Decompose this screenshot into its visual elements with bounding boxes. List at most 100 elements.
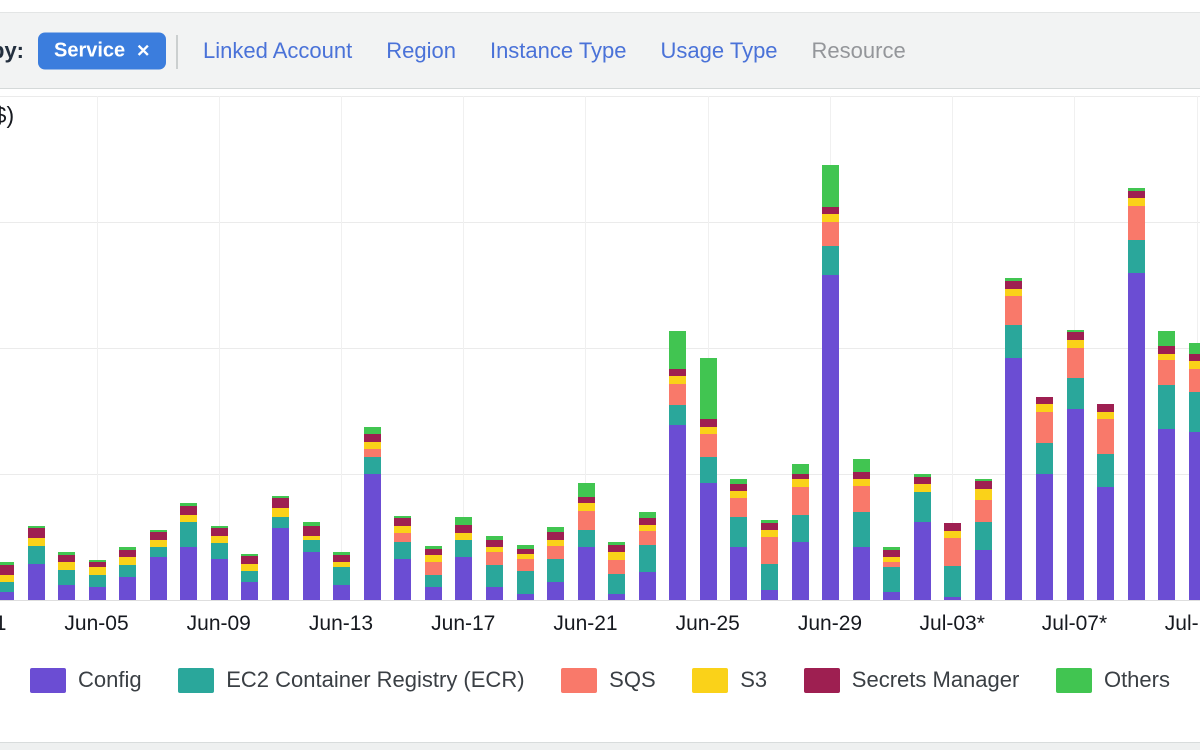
bar-segment-secrets-manager-jun-20[interactable]: [547, 532, 564, 540]
bar-segment-secrets-manager-jul-07[interactable]: [1067, 332, 1084, 340]
bar-segment-s3-jun-18[interactable]: [486, 547, 503, 552]
bar-segment-others-jun-05[interactable]: [89, 560, 106, 562]
legend-item-secrets-manager[interactable]: Secrets Manager: [803, 667, 1019, 693]
bar-segment-s3-jun-29[interactable]: [822, 214, 839, 222]
bar-segment-others-jul-01[interactable]: [883, 547, 900, 550]
bar-segment-ec2-container-registry-ecr--jul-03[interactable]: [944, 566, 961, 597]
bar-segment-s3-jun-06[interactable]: [119, 557, 136, 565]
tab-instance-type[interactable]: Instance Type: [489, 37, 627, 63]
bar-segment-config-jun-15[interactable]: [394, 559, 411, 600]
bar-segment-config-jul-09[interactable]: [1128, 273, 1145, 600]
bar-segment-sqs-jun-14[interactable]: [364, 449, 381, 457]
bar-segment-sqs-jul-03[interactable]: [944, 538, 961, 566]
bar-segment-config-jun-03[interactable]: [28, 564, 45, 600]
bar-segment-s3-jun-24[interactable]: [669, 376, 686, 384]
bar-segment-ec2-container-registry-ecr--jun-22[interactable]: [608, 574, 625, 594]
bar-segment-s3-jun-17[interactable]: [455, 533, 472, 540]
bar-segment-s3-jul-11[interactable]: [1189, 361, 1200, 369]
bar-segment-sqs-jul-04[interactable]: [975, 500, 992, 522]
legend-item-s3[interactable]: S3: [692, 667, 767, 693]
bar-segment-s3-jun-05[interactable]: [89, 567, 106, 575]
bar-segment-s3-jul-01[interactable]: [883, 557, 900, 562]
bar-segment-s3-jun-11[interactable]: [272, 508, 289, 517]
bar-segment-ec2-container-registry-ecr--jul-09[interactable]: [1128, 240, 1145, 273]
bar-segment-sqs-jun-25[interactable]: [700, 434, 717, 457]
bar-segment-secrets-manager-jul-06[interactable]: [1036, 397, 1053, 404]
bar-segment-secrets-manager-jun-04[interactable]: [58, 555, 75, 562]
bar-segment-config-jun-20[interactable]: [547, 582, 564, 600]
bar-segment-ec2-container-registry-ecr--jul-11[interactable]: [1189, 392, 1200, 432]
bar-segment-config-jun-09[interactable]: [211, 559, 228, 600]
bar-segment-config-jun-18[interactable]: [486, 587, 503, 600]
bar-segment-sqs-jul-07[interactable]: [1067, 348, 1084, 378]
bar-segment-s3-jun-09[interactable]: [211, 536, 228, 543]
bar-segment-config-jun-10[interactable]: [241, 582, 258, 600]
bar-segment-s3-jul-10[interactable]: [1158, 354, 1175, 360]
bar-segment-s3-jun-04[interactable]: [58, 562, 75, 570]
bar-segment-config-jul-10[interactable]: [1158, 429, 1175, 600]
bar-segment-s3-jun-12[interactable]: [303, 536, 320, 540]
tab-usage-type[interactable]: Usage Type: [660, 37, 778, 63]
bar-segment-others-jun-26[interactable]: [730, 479, 747, 484]
bar-segment-sqs-jul-10[interactable]: [1158, 360, 1175, 385]
bar-segment-ec2-container-registry-ecr--jun-29[interactable]: [822, 246, 839, 275]
bar-segment-secrets-manager-jul-10[interactable]: [1158, 346, 1175, 354]
bar-segment-secrets-manager-jun-28[interactable]: [792, 474, 809, 479]
bar-segment-s3-jun-26[interactable]: [730, 491, 747, 498]
bar-segment-others-jun-03[interactable]: [28, 526, 45, 528]
bar-segment-ec2-container-registry-ecr--jul-05[interactable]: [1005, 325, 1022, 358]
bar-segment-config-jul-07[interactable]: [1067, 409, 1084, 600]
bar-segment-secrets-manager-jun-07[interactable]: [150, 532, 167, 540]
bar-segment-s3-jul-03[interactable]: [944, 531, 961, 538]
bar-segment-others-jul-02[interactable]: [914, 474, 931, 477]
bar-segment-secrets-manager-jun-30[interactable]: [853, 472, 870, 479]
bar-segment-others-jun-28[interactable]: [792, 464, 809, 474]
legend-item-config[interactable]: Config: [30, 667, 142, 693]
bar-segment-s3-jun-20[interactable]: [547, 540, 564, 546]
bar-segment-ec2-container-registry-ecr--jun-20[interactable]: [547, 559, 564, 582]
bar-segment-ec2-container-registry-ecr--jun-17[interactable]: [455, 540, 472, 557]
bar-segment-sqs-jun-22[interactable]: [608, 560, 625, 574]
bar-segment-sqs-jun-26[interactable]: [730, 498, 747, 517]
bar-segment-sqs-jun-23[interactable]: [639, 531, 656, 545]
bar-segment-secrets-manager-jun-09[interactable]: [211, 528, 228, 536]
bar-segment-secrets-manager-jun-06[interactable]: [119, 550, 136, 557]
bar-segment-config-jun-14[interactable]: [364, 474, 381, 600]
legend-item-others[interactable]: Others: [1055, 667, 1170, 693]
bar-segment-config-jun-13[interactable]: [333, 585, 350, 600]
bar-segment-secrets-manager-jun-02[interactable]: [0, 565, 14, 575]
bar-segment-others-jun-30[interactable]: [853, 459, 870, 472]
bar-segment-ec2-container-registry-ecr--jun-26[interactable]: [730, 517, 747, 547]
bar-segment-others-jul-09[interactable]: [1128, 188, 1145, 191]
bar-segment-s3-jun-03[interactable]: [28, 538, 45, 546]
bar-segment-config-jun-22[interactable]: [608, 594, 625, 600]
bar-segment-others-jun-14[interactable]: [364, 427, 381, 434]
bar-segment-config-jun-21[interactable]: [578, 547, 595, 600]
bar-segment-s3-jul-04[interactable]: [975, 489, 992, 500]
bar-segment-ec2-container-registry-ecr--jun-06[interactable]: [119, 565, 136, 577]
bar-segment-secrets-manager-jun-21[interactable]: [578, 497, 595, 503]
bar-segment-secrets-manager-jun-16[interactable]: [425, 549, 442, 555]
bar-segment-ec2-container-registry-ecr--jun-23[interactable]: [639, 545, 656, 572]
bar-segment-secrets-manager-jun-26[interactable]: [730, 484, 747, 491]
bar-segment-ec2-container-registry-ecr--jun-30[interactable]: [853, 512, 870, 547]
bar-segment-config-jun-06[interactable]: [119, 577, 136, 600]
bar-segment-config-jun-05[interactable]: [89, 587, 106, 600]
bar-segment-sqs-jul-05[interactable]: [1005, 296, 1022, 325]
tab-linked-account[interactable]: Linked Account: [203, 37, 353, 63]
legend-item-ec2-container-registry-ecr-[interactable]: EC2 Container Registry (ECR): [178, 667, 525, 693]
bar-segment-config-jun-16[interactable]: [425, 587, 442, 600]
bar-segment-secrets-manager-jun-11[interactable]: [272, 498, 289, 508]
bar-segment-config-jul-03[interactable]: [944, 597, 961, 600]
bar-segment-config-jul-01[interactable]: [883, 592, 900, 600]
bar-segment-secrets-manager-jun-15[interactable]: [394, 518, 411, 526]
bar-segment-secrets-manager-jun-25[interactable]: [700, 419, 717, 427]
bar-segment-ec2-container-registry-ecr--jun-04[interactable]: [58, 570, 75, 585]
bar-segment-others-jul-10[interactable]: [1158, 331, 1175, 346]
bar-segment-config-jun-02[interactable]: [0, 592, 14, 600]
bar-segment-secrets-manager-jun-10[interactable]: [241, 556, 258, 564]
bar-segment-others-jun-13[interactable]: [333, 552, 350, 555]
bar-segment-ec2-container-registry-ecr--jun-10[interactable]: [241, 571, 258, 582]
bar-segment-ec2-container-registry-ecr--jun-25[interactable]: [700, 457, 717, 483]
bar-segment-ec2-container-registry-ecr--jul-10[interactable]: [1158, 385, 1175, 429]
